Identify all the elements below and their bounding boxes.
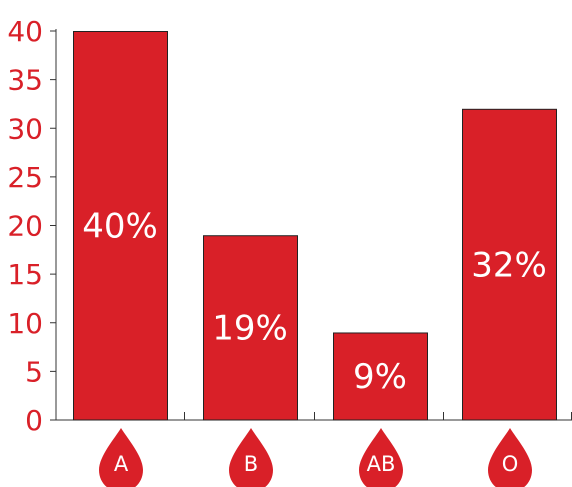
bar-o: [462, 108, 557, 421]
y-tick-label: 40: [7, 15, 43, 48]
x-category-label: A: [114, 452, 129, 476]
bar-data-label: 19%: [212, 309, 288, 349]
y-tick-label: 5: [25, 355, 43, 388]
y-tick-label: 20: [7, 210, 43, 243]
bar-b: [203, 235, 298, 421]
category-drops: A B AB O: [99, 428, 532, 487]
y-tick-label: 30: [7, 112, 43, 145]
blood-drop-icon: O: [488, 428, 532, 487]
y-tick-label: 0: [25, 404, 43, 437]
bar-a: [73, 31, 168, 421]
bar-ab: [333, 332, 428, 421]
y-tick-label: 10: [7, 307, 43, 340]
y-tick-label: 15: [7, 258, 43, 291]
blood-drop-icon: B: [229, 428, 273, 487]
bar-data-label: 9%: [353, 357, 407, 397]
bars: 40% 19% 9% 32%: [73, 31, 557, 421]
x-category-label: B: [244, 452, 258, 476]
x-category-label: O: [502, 452, 519, 476]
y-tick-label: 35: [7, 64, 43, 97]
bar-data-label: 40%: [82, 207, 158, 247]
x-category-label: AB: [367, 452, 396, 476]
y-axis-ticks: 0 5 10 15 20 25 30 35 40: [7, 15, 56, 437]
blood-drop-icon: AB: [359, 428, 403, 487]
y-tick-label: 25: [7, 161, 43, 194]
blood-drop-icon: A: [99, 428, 143, 487]
bar-data-label: 32%: [471, 245, 547, 285]
